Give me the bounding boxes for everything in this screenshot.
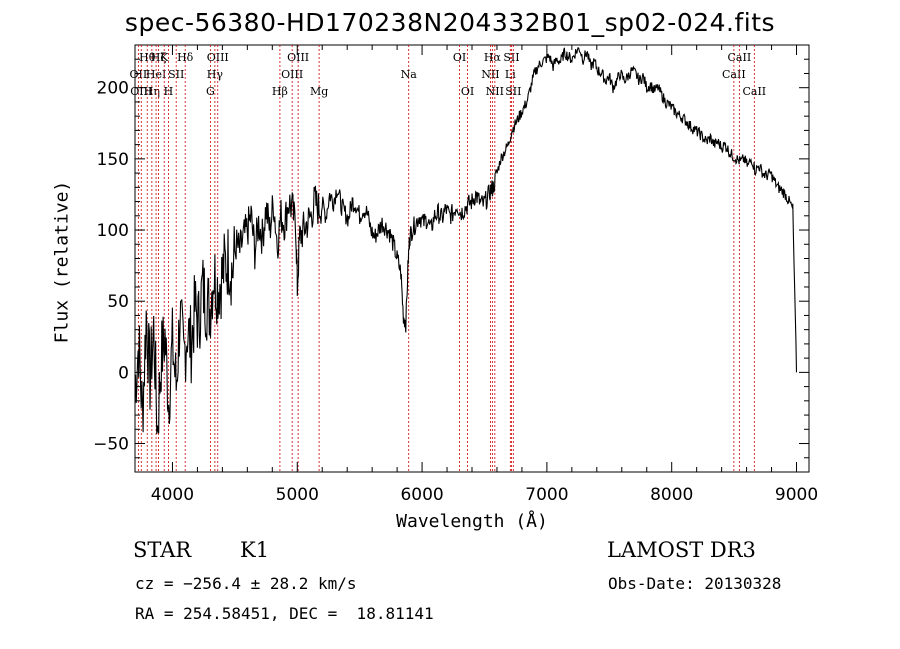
object-subclass: K1 — [240, 538, 270, 562]
redshift-readout: cz = −256.4 ± 28.2 km/s — [135, 574, 357, 593]
x-tick-label-4: 8000 — [650, 485, 693, 505]
y-axis-label: Flux (relative) — [51, 180, 73, 344]
line-marker-label-6: K — [160, 51, 169, 64]
x-tick-label-3: 7000 — [525, 485, 568, 505]
coordinates-readout: RA = 254.58451, DEC = 18.81141 — [135, 604, 434, 623]
x-tick-label-2: 6000 — [400, 485, 443, 505]
line-marker-label-20: NII — [481, 68, 499, 81]
spectrum-series-line — [134, 47, 798, 435]
line-markers: OIIOIIIHθHηHeIHζKHSIIHδGHγOIIIHβOIIIOIII… — [130, 45, 766, 472]
y-tick-label-0: −50 — [93, 435, 129, 455]
line-marker-label-7: H — [164, 85, 174, 98]
line-marker-label-13: Hβ — [272, 85, 288, 98]
x-tick-label-0: 4000 — [151, 485, 194, 505]
line-marker-label-27: CaII — [728, 51, 752, 64]
line-marker-label-22: NII — [486, 85, 504, 98]
survey-name: LAMOST DR3 — [607, 538, 756, 562]
line-marker-label-15: OIII — [287, 51, 309, 64]
line-marker-label-24: SII — [503, 51, 519, 64]
obs-date: Obs-Date: 20130328 — [608, 574, 782, 593]
y-tick-label-1: 0 — [118, 363, 129, 383]
line-marker-label-19: OI — [461, 85, 474, 98]
line-marker-label-5: Hζ — [151, 51, 167, 64]
line-marker-label-4: HeI — [146, 68, 166, 81]
x-tick-label-1: 5000 — [276, 485, 319, 505]
line-marker-label-17: Na — [401, 68, 418, 81]
line-marker-label-16: Mg — [310, 85, 328, 98]
line-marker-label-23: Li — [505, 68, 516, 81]
chart-title: spec-56380-HD170238N204332B01_sp02-024.f… — [124, 8, 776, 37]
line-marker-label-0: OII — [130, 68, 148, 81]
line-marker-label-1: OIII — [130, 85, 152, 98]
y-tick-label-5: 200 — [97, 79, 129, 99]
x-axis-label: Wavelength (Å) — [396, 511, 548, 532]
line-marker-label-11: Hγ — [207, 68, 224, 81]
line-marker-label-12: OIII — [207, 51, 229, 64]
y-tick-label-3: 100 — [97, 221, 129, 241]
line-marker-label-26: CaII — [722, 68, 746, 81]
object-class: STAR — [133, 538, 192, 562]
y-tick-label-2: 50 — [107, 292, 129, 312]
line-marker-label-10: G — [206, 85, 215, 98]
line-marker-label-9: Hδ — [177, 51, 194, 64]
line-marker-label-3: Hη — [144, 85, 160, 98]
line-marker-label-14: OIII — [281, 68, 303, 81]
y-tick-label-4: 150 — [97, 150, 129, 170]
line-marker-label-18: OI — [453, 51, 466, 64]
line-marker-label-28: CaII — [742, 85, 766, 98]
axis-ticks: 4000 5000 6000 7000 8000 9000 −50 0 50 100 150 200 — [93, 45, 818, 505]
line-marker-label-25: SII — [505, 85, 521, 98]
x-tick-label-5: 9000 — [775, 485, 818, 505]
line-marker-label-21: Hα — [484, 51, 502, 64]
line-marker-label-8: SII — [168, 68, 184, 81]
